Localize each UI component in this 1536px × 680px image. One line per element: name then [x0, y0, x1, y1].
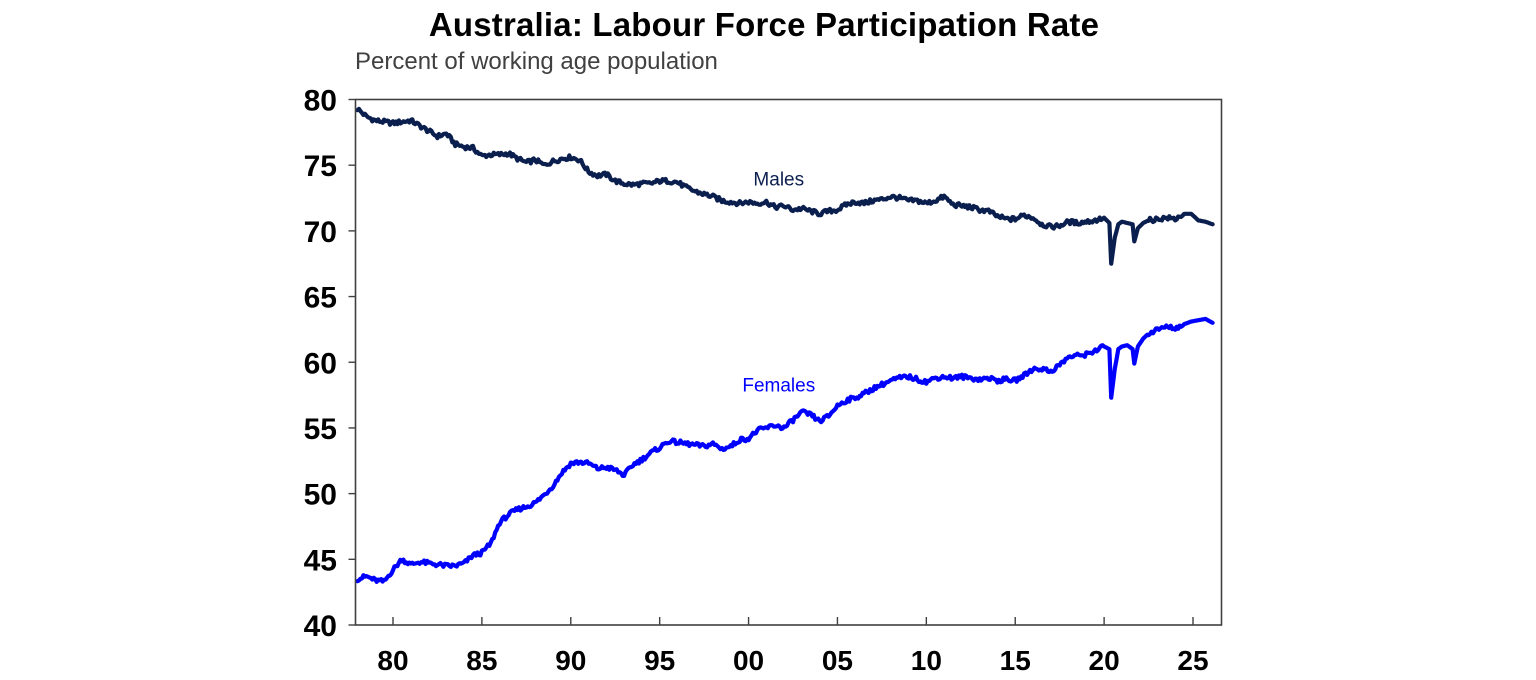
- chart-title-text: Australia: Labour Force Participation Ra…: [428, 6, 1100, 43]
- series-label-females: Females: [742, 376, 815, 397]
- series-line-males: [355, 106, 1215, 266]
- y-tick-label: 80: [304, 85, 337, 118]
- x-tick-label: 25: [1177, 645, 1208, 676]
- y-tick-label: 70: [304, 216, 337, 249]
- x-tick-label: 05: [822, 645, 853, 676]
- y-tick-label: 50: [304, 479, 337, 512]
- x-tick-label: 90: [555, 645, 586, 676]
- x-tick-label: 80: [377, 645, 408, 676]
- plot-area: [355, 106, 1215, 585]
- y-tick-label: 65: [304, 282, 337, 315]
- chart-subtitle: Percent of working age population: [355, 48, 718, 75]
- plot-frame: [354, 98, 1223, 626]
- chart-title: Australia: Labour Force Participation Ra…: [0, 6, 1536, 44]
- x-tick-label: 20: [1089, 645, 1120, 676]
- y-tick-label: 75: [304, 150, 337, 183]
- x-tick-label: 15: [1000, 645, 1031, 676]
- x-tick-label: 95: [644, 645, 675, 676]
- series-line-females: [355, 316, 1215, 585]
- x-tick-label: 10: [911, 645, 942, 676]
- x-axis: 80 85 90 95 00 05 10 15 20 25: [377, 617, 1209, 676]
- series-label-males: Males: [753, 169, 804, 190]
- y-tick-label: 60: [304, 347, 337, 380]
- x-tick-label: 00: [733, 645, 764, 676]
- y-tick-label: 40: [304, 610, 337, 643]
- y-tick-label: 55: [304, 413, 337, 446]
- y-tick-label: 45: [304, 544, 337, 577]
- y-axis: 40 45 50 55 60 65 70 75 80: [304, 85, 356, 643]
- x-tick-label: 85: [466, 645, 497, 676]
